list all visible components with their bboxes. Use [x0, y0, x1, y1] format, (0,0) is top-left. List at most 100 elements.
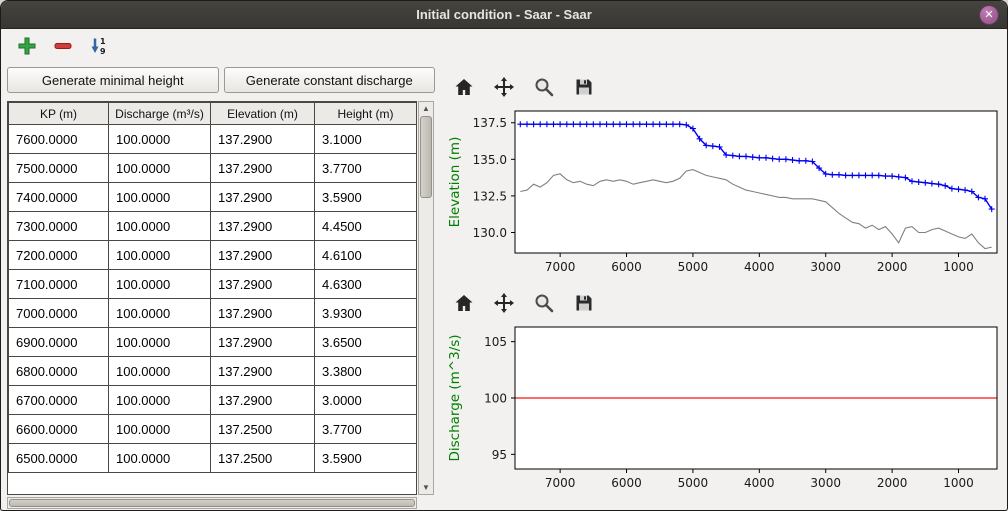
initial-condition-table: KP (m) Discharge (m³/s) Elevation (m) Heigh…	[8, 102, 416, 473]
horizontal-scrollbar-thumb[interactable]	[9, 499, 415, 507]
home-icon	[455, 295, 473, 311]
sort-button[interactable]: 1 9	[85, 32, 113, 60]
table-cell[interactable]: 100.0000	[108, 269, 211, 299]
table-cell[interactable]: 3.3800	[314, 356, 416, 386]
svg-text:6000: 6000	[611, 260, 642, 274]
generate-constant-discharge-button[interactable]: Generate constant discharge	[223, 67, 435, 93]
pan-button[interactable]	[491, 290, 517, 316]
svg-text:130.0: 130.0	[473, 226, 507, 240]
table-cell[interactable]: 6900.0000	[8, 327, 109, 357]
table-cell[interactable]: 3.5900	[314, 182, 416, 212]
generate-minimal-height-button[interactable]: Generate minimal height	[7, 67, 219, 93]
plot-toolbar-elevation	[443, 69, 1003, 105]
table-cell[interactable]: 3.7700	[314, 414, 416, 444]
table-cell[interactable]: 137.2500	[210, 414, 315, 444]
table-row: 6900.0000 100.0000 137.2900 3.6500	[8, 327, 416, 357]
scroll-up-icon[interactable]: ▲	[422, 104, 430, 113]
table-cell[interactable]: 137.2900	[210, 327, 315, 357]
pan-icon	[494, 77, 514, 97]
svg-text:3000: 3000	[810, 260, 841, 274]
home-button[interactable]	[451, 74, 477, 100]
titlebar[interactable]: Initial condition - Saar - Saar ✕	[1, 1, 1007, 29]
table-cell[interactable]: 7000.0000	[8, 298, 109, 328]
svg-text:9: 9	[100, 47, 106, 56]
svg-text:5000: 5000	[678, 476, 709, 490]
table-cell[interactable]: 6700.0000	[8, 385, 109, 415]
table-cell[interactable]: 3.7700	[314, 153, 416, 183]
table-cell[interactable]: 4.6300	[314, 269, 416, 299]
close-button[interactable]: ✕	[979, 5, 999, 25]
table-cell[interactable]: 7600.0000	[8, 124, 109, 154]
remove-row-button[interactable]	[49, 32, 77, 60]
zoom-button[interactable]	[531, 74, 557, 100]
table-row: 7000.0000 100.0000 137.2900 3.9300	[8, 298, 416, 328]
svg-text:105: 105	[484, 335, 507, 349]
table-cell[interactable]: 137.2900	[210, 269, 315, 299]
table-row: 6600.0000 100.0000 137.2500 3.7700	[8, 414, 416, 444]
table-cell[interactable]: 3.6500	[314, 327, 416, 357]
elevation-chart[interactable]: 7000 6000 5000 4000 3000 2000 1000 137.5 135.0 13…	[443, 105, 1003, 281]
table-cell[interactable]: 100.0000	[108, 124, 211, 154]
close-icon: ✕	[984, 9, 994, 21]
vertical-scrollbar-thumb[interactable]	[420, 116, 432, 198]
table-cell[interactable]: 137.2900	[210, 211, 315, 241]
zoom-button[interactable]	[531, 290, 557, 316]
table-cell[interactable]: 137.2900	[210, 385, 315, 415]
svg-text:132.5: 132.5	[473, 189, 507, 203]
discharge-chart[interactable]: 7000 6000 5000 4000 3000 2000 1000 105 100 95 Disc…	[443, 321, 1003, 497]
vertical-scrollbar[interactable]: ▲ ▼	[418, 101, 434, 495]
save-button[interactable]	[571, 74, 597, 100]
save-button[interactable]	[571, 290, 597, 316]
table-row: 7400.0000 100.0000 137.2900 3.5900	[8, 182, 416, 212]
horizontal-scrollbar[interactable]	[7, 497, 417, 509]
table-cell[interactable]: 137.2500	[210, 443, 315, 473]
table-cell[interactable]: 4.6100	[314, 240, 416, 270]
table-cell[interactable]: 100.0000	[108, 182, 211, 212]
table-cell[interactable]: 100.0000	[108, 211, 211, 241]
table-cell[interactable]: 100.0000	[108, 385, 211, 415]
table-cell[interactable]: 100.0000	[108, 443, 211, 473]
table-cell[interactable]: 137.2900	[210, 356, 315, 386]
table-cell[interactable]: 3.1000	[314, 124, 416, 154]
table-cell[interactable]: 100.0000	[108, 240, 211, 270]
table-cell[interactable]: 3.0000	[314, 385, 416, 415]
table-cell[interactable]: 3.5900	[314, 443, 416, 473]
table-cell[interactable]: 7400.0000	[8, 182, 109, 212]
scroll-down-icon[interactable]: ▼	[422, 483, 430, 492]
svg-text:1: 1	[100, 37, 106, 46]
table-cell[interactable]: 7300.0000	[8, 211, 109, 241]
pan-button[interactable]	[491, 74, 517, 100]
table-row: 7200.0000 100.0000 137.2900 4.6100	[8, 240, 416, 270]
table-cell[interactable]: 6600.0000	[8, 414, 109, 444]
table-cell[interactable]: 100.0000	[108, 327, 211, 357]
table-cell[interactable]: 137.2900	[210, 182, 315, 212]
table-cell[interactable]: 6800.0000	[8, 356, 109, 386]
table-cell[interactable]: 137.2900	[210, 240, 315, 270]
table-cell[interactable]: 137.2900	[210, 153, 315, 183]
table-cell[interactable]: 100.0000	[108, 414, 211, 444]
column-header[interactable]: Elevation (m)	[210, 102, 315, 125]
svg-text:7000: 7000	[545, 260, 576, 274]
column-header[interactable]: KP (m)	[8, 102, 109, 125]
table-cell[interactable]: 137.2900	[210, 124, 315, 154]
column-header[interactable]: Height (m)	[314, 102, 416, 125]
svg-text:1000: 1000	[943, 260, 974, 274]
table-cell[interactable]: 100.0000	[108, 153, 211, 183]
table-cell[interactable]: 100.0000	[108, 298, 211, 328]
table-cell[interactable]: 7100.0000	[8, 269, 109, 299]
table-cell[interactable]: 100.0000	[108, 356, 211, 386]
column-header[interactable]: Discharge (m³/s)	[108, 102, 211, 125]
table-cell[interactable]: 137.2900	[210, 298, 315, 328]
table-cell[interactable]: 7200.0000	[8, 240, 109, 270]
content-area: Generate minimal height Generate constan…	[1, 63, 1007, 510]
table-cell[interactable]: 3.9300	[314, 298, 416, 328]
plot-toolbar-discharge	[443, 285, 1003, 321]
table-cell[interactable]: 7500.0000	[8, 153, 109, 183]
home-button[interactable]	[451, 290, 477, 316]
table-cell[interactable]: 6500.0000	[8, 443, 109, 473]
add-row-button[interactable]	[13, 32, 41, 60]
table-cell[interactable]: 4.4500	[314, 211, 416, 241]
svg-text:3000: 3000	[810, 476, 841, 490]
svg-text:100: 100	[484, 392, 507, 406]
svg-text:2000: 2000	[877, 476, 908, 490]
